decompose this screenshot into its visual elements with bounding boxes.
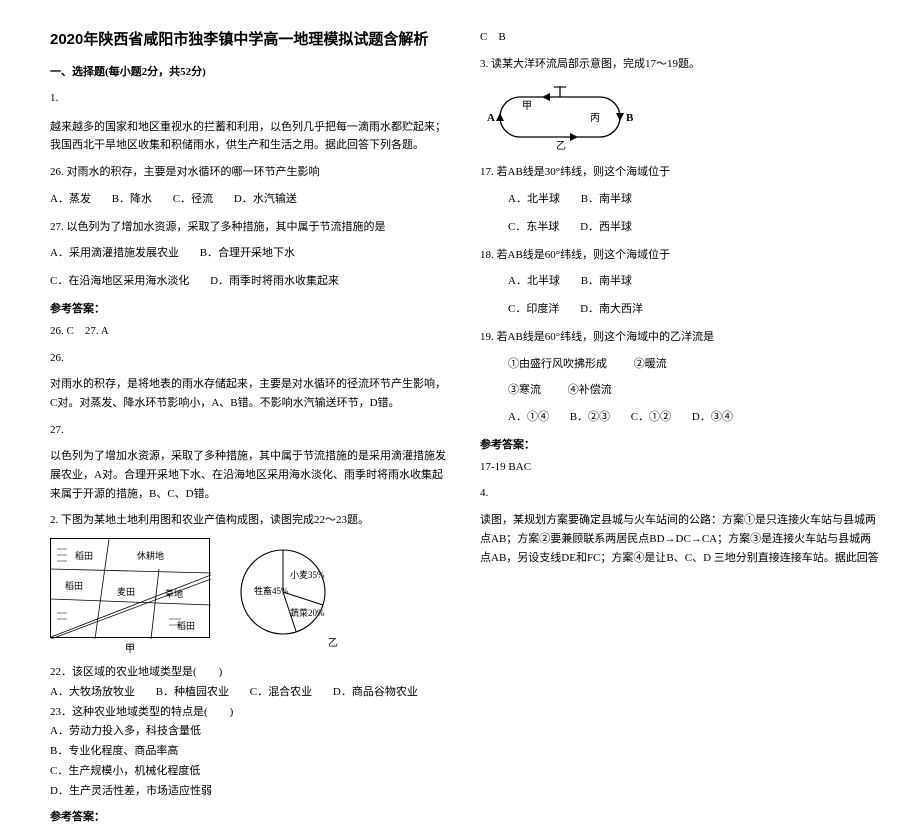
map-label-rice3: 稻田 <box>177 619 195 632</box>
exp-27-text: 以色列为了增加水资源，采取了多种措施，其中属于节流措施的是采用滴灌措施发展农业，… <box>50 447 450 503</box>
q22-opt-b: B．种植园农业 <box>156 686 229 698</box>
q18-options-row2: C．印度洋 D．南大西洋 <box>508 300 880 320</box>
q26-opt-b: B．降水 <box>112 193 152 205</box>
q26-stem: 26. 对雨水的积存，主要是对水循环的哪一环节产生影响 <box>50 163 450 182</box>
q17-opt-a: A．北半球 <box>508 193 560 205</box>
q17-opt-c: C．东半球 <box>508 221 559 233</box>
ans-22-23: C B <box>480 28 880 47</box>
q27-opt-c: C．在沿海地区采用海水淡化 <box>50 275 189 287</box>
exp-26-text: 对雨水的积存，是将地表的雨水存储起来，主要是对水循环的径流环节产生影响，C对。对… <box>50 375 450 412</box>
map-label-wheat: 麦田 <box>117 585 135 598</box>
q23-opt-b: B．专业化程度、商品率高 <box>50 742 450 762</box>
q27-opt-a: A．采用滴灌措施发展农业 <box>50 247 179 259</box>
q22-opt-c: C．混合农业 <box>250 686 312 698</box>
q19-sub-2: ②暖流 <box>634 355 667 374</box>
q18-opt-c: C．印度洋 <box>508 303 559 315</box>
q19-subrow1: ①由盛行风吹拂形成 ②暖流 <box>508 355 880 374</box>
q22-opt-a: A．大牧场放牧业 <box>50 686 135 698</box>
section-1-heading: 一、选择题(每小题2分，共52分) <box>50 63 450 79</box>
q22-options: A．大牧场放牧业 B．种植园农业 C．混合农业 D．商品谷物农业 <box>50 683 450 703</box>
ans-17-19: 17-19 BAC <box>480 458 880 477</box>
q19-sub-3: ③寒流 <box>508 381 541 400</box>
map-caption: 甲 <box>50 640 210 655</box>
q17-opt-d: D．西半球 <box>580 221 632 233</box>
reference-answer-label-2: 参考答案： <box>50 808 450 824</box>
q26-opt-d: D．水汽输送 <box>234 193 297 205</box>
q26-opt-a: A．蒸发 <box>50 193 91 205</box>
land-use-map: 稻田 休耕地 稻田 麦田 草地 稻田 <box>50 538 210 638</box>
q19-opt-b: B．②③ <box>570 411 610 423</box>
q1-intro: 越来越多的国家和地区重视水的拦蓄和利用，以色列几乎把每一滴雨水都贮起来；我国西北… <box>50 118 450 155</box>
q27-options-row1: A．采用滴灌措施发展农业 B．合理开采地下水 <box>50 244 450 264</box>
svg-text:A: A <box>487 112 495 124</box>
q19-sub-1: ①由盛行风吹拂形成 <box>508 355 607 374</box>
map-label-rice1: 稻田 <box>75 549 93 562</box>
pie-label-livestock: 牲畜45% <box>254 585 289 596</box>
q26-opt-c: C．径流 <box>173 193 213 205</box>
q27-opt-b: B．合理开采地下水 <box>200 247 295 259</box>
q18-stem: 18. 若AB线是60°纬线，则这个海域位于 <box>480 246 880 265</box>
q4-number: 4. <box>480 484 880 503</box>
q22-stem: 22．该区域的农业地域类型是( ) <box>50 663 450 683</box>
q19-opt-d: D．③④ <box>692 411 733 423</box>
exp-27-label: 27. <box>50 421 450 440</box>
ans-27: 27. A <box>85 325 109 337</box>
q23-stem: 23．这种农业地域类型的特点是( ) <box>50 703 450 723</box>
q23-opt-a: A．劳动力投入多，科技含量低 <box>50 722 450 742</box>
q26-options: A．蒸发 B．降水 C．径流 D．水汽输送 <box>50 190 450 210</box>
pie-label-wheat: 小麦35% <box>290 569 325 580</box>
ocean-gyre-diagram: A B 甲 丙 乙 <box>480 81 640 153</box>
q4-body: 读图，某规划方案要确定县城与火车站间的公路：方案①是只连接火车站与县城两点AB；… <box>480 511 880 567</box>
answers-26-27: 26. C 27. A <box>50 322 450 341</box>
svg-text:B: B <box>626 112 634 124</box>
q18-opt-d: D．南大西洋 <box>580 303 643 315</box>
reference-answer-label-3: 参考答案： <box>480 436 880 452</box>
q1-number: 1. <box>50 89 450 108</box>
q27-opt-d: D．雨季时将雨水收集起来 <box>210 275 339 287</box>
q19-opt-a: A．①④ <box>508 411 549 423</box>
q17-options-row1: A．北半球 B．南半球 <box>508 190 880 210</box>
q17-stem: 17. 若AB线是30°纬线，则这个海域位于 <box>480 163 880 182</box>
map-label-grass: 草地 <box>165 587 183 600</box>
q19-opt-c: C．①② <box>631 411 671 423</box>
q18-opt-a: A．北半球 <box>508 275 560 287</box>
map-label-rice2: 稻田 <box>65 579 83 592</box>
q17-opt-b: B．南半球 <box>581 193 632 205</box>
svg-text:甲: 甲 <box>522 101 532 112</box>
map-label-fallow: 休耕地 <box>137 549 164 562</box>
doc-title: 2020年陕西省咸阳市独李镇中学高一地理模拟试题含解析 <box>50 28 450 49</box>
pie-caption: 乙 <box>328 637 338 649</box>
pie-chart: 牲畜45% 小麦35% 蔬菜20% 乙 <box>228 542 348 652</box>
q23-opt-d: D．生产灵活性差，市场适应性弱 <box>50 782 450 802</box>
q19-options: A．①④ B．②③ C．①② D．③④ <box>508 408 880 428</box>
figure-row: 稻田 休耕地 稻田 麦田 草地 稻田 甲 牲畜45% 小 <box>50 538 450 655</box>
svg-text:丙: 丙 <box>590 113 600 124</box>
q19-stem: 19. 若AB线是60°纬线，则这个海域中的乙洋流是 <box>480 328 880 347</box>
ans-26: 26. C <box>50 325 74 337</box>
q2-stem: 2. 下图为某地土地利用图和农业产值构成图，读图完成22～23题。 <box>50 511 450 530</box>
q23-opt-c: C．生产规模小，机械化程度低 <box>50 762 450 782</box>
q18-options-row1: A．北半球 B．南半球 <box>508 272 880 292</box>
q18-opt-b: B．南半球 <box>581 275 632 287</box>
svg-text:乙: 乙 <box>556 140 566 152</box>
q17-options-row2: C．东半球 D．西半球 <box>508 218 880 238</box>
q3-stem: 3. 读某大洋环流局部示意图，完成17～19题。 <box>480 55 880 74</box>
reference-answer-label-1: 参考答案： <box>50 300 450 316</box>
q19-subrow2: ③寒流 ④补偿流 <box>508 381 880 400</box>
q27-stem: 27. 以色列为了增加水资源，采取了多种措施，其中属于节流措施的是 <box>50 218 450 237</box>
q22-opt-d: D．商品谷物农业 <box>333 686 418 698</box>
land-use-map-container: 稻田 休耕地 稻田 麦田 草地 稻田 甲 <box>50 538 210 655</box>
pie-label-veg: 蔬菜20% <box>290 607 325 618</box>
q27-options-row2: C．在沿海地区采用海水淡化 D．雨季时将雨水收集起来 <box>50 272 450 292</box>
q19-sub-4: ④补偿流 <box>568 381 612 400</box>
exp-26-label: 26. <box>50 349 450 368</box>
